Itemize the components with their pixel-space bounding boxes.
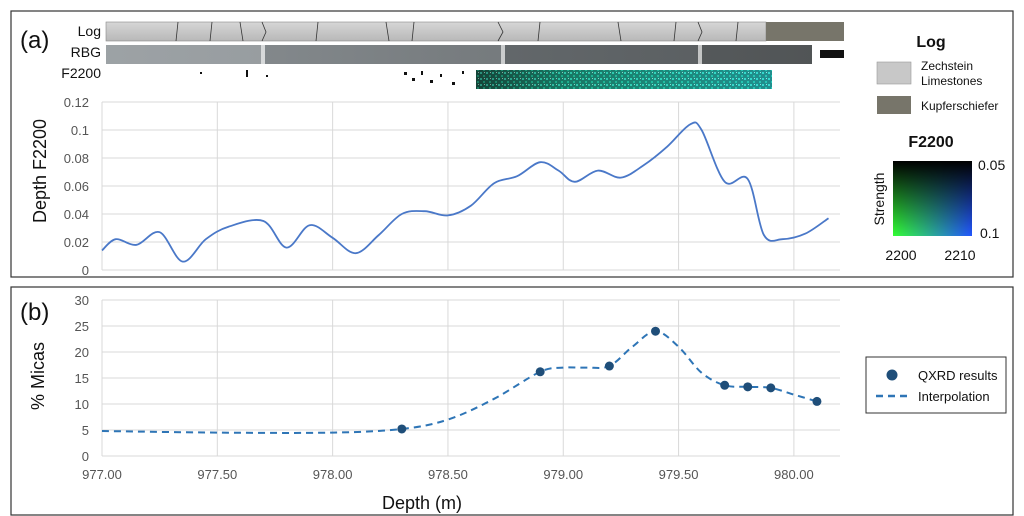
colorbar-x-right: 2210 xyxy=(944,247,975,263)
series-qxrd-points xyxy=(397,326,822,434)
rbg-segment-5 xyxy=(820,50,844,58)
chart-b: 0 5 10 15 20 25 30 977.00 977.50 978.00 978.50 979… xyxy=(28,293,840,513)
colorbar-bottom-value: 0.1 xyxy=(980,225,1000,241)
chart-a-ylabel: Depth F2200 xyxy=(30,119,50,223)
chart-b-x-tick-label: 980.00 xyxy=(774,467,814,482)
chart-a-grid xyxy=(101,101,840,271)
panel-a-frame xyxy=(10,10,1014,278)
legend-label-qxrd: QXRD results xyxy=(918,368,998,383)
track-label-log: Log xyxy=(78,23,101,39)
f2200-colorbar: F2200 Strength 0.05 0.1 2200 2210 xyxy=(871,134,1005,263)
chart-b-y-tick-label: 30 xyxy=(75,293,89,308)
rbg-track xyxy=(106,45,844,64)
log-track xyxy=(105,21,844,42)
series-depth-f2200-line xyxy=(101,121,830,263)
micas-legend: QXRD results Interpolation xyxy=(865,356,1007,414)
panel-a-label: (a) xyxy=(20,27,49,54)
track-label-rbg: RBG xyxy=(71,44,101,60)
chart-b-y-tick-label: 10 xyxy=(75,397,89,412)
f2200-track xyxy=(200,70,772,89)
chart-a-y-tick-label: 0.02 xyxy=(64,235,89,250)
track-label-f2200: F2200 xyxy=(61,65,101,81)
legend-label-zechstein-line1: Zechstein xyxy=(921,59,973,73)
chart-b-x-tick-label: 979.00 xyxy=(543,467,583,482)
chart-b-x-tick-label: 977.50 xyxy=(197,467,237,482)
legend-swatch-zechstein xyxy=(876,61,912,85)
chart-b-y-tick-label: 25 xyxy=(75,319,89,334)
qxrd-point xyxy=(397,424,407,434)
legend-label-interpolation: Interpolation xyxy=(918,389,990,404)
f2200-sparse-zone xyxy=(402,70,474,89)
chart-b-xlabel: Depth (m) xyxy=(382,493,462,513)
chart-a-y-tick-label: 0.1 xyxy=(71,123,89,138)
chart-b-y-tick-label: 5 xyxy=(82,423,89,438)
colorbar-top-value: 0.05 xyxy=(978,157,1005,173)
chart-b-y-tick-label: 20 xyxy=(75,345,89,360)
chart-b-x-tick-label: 978.00 xyxy=(313,467,353,482)
chart-b-y-tick-label: 0 xyxy=(82,449,89,464)
chart-a-y-tick-label: 0 xyxy=(82,263,89,278)
legend-marker-qxrd xyxy=(886,369,898,381)
chart-a: 0 0.02 0.04 0.06 0.08 0.1 0.12 Depth F2200 xyxy=(30,95,840,278)
qxrd-point xyxy=(651,326,660,336)
chart-a-y-tick-label: 0.06 xyxy=(64,179,89,194)
panel-b-frame xyxy=(10,286,1014,516)
chart-b-grid xyxy=(101,299,840,457)
log-track-limestone xyxy=(105,21,767,42)
legend-label-zechstein-line2: Limestones xyxy=(921,74,982,88)
chart-b-ylabel: % Micas xyxy=(28,342,48,410)
f2200-color-tint xyxy=(476,70,772,89)
chart-b-y-ticks: 0 5 10 15 20 25 30 xyxy=(75,293,89,464)
chart-a-y-ticks: 0 0.02 0.04 0.06 0.08 0.1 0.12 xyxy=(64,95,89,278)
colorbar-ylabel: Strength xyxy=(871,173,887,226)
colorbar-title: F2200 xyxy=(908,134,953,151)
qxrd-point xyxy=(766,383,776,393)
log-track-fractures xyxy=(175,21,739,42)
log-track-kupferschiefer xyxy=(766,22,844,41)
colorbar-strength-overlay xyxy=(893,161,972,236)
panel-b-label: (b) xyxy=(20,299,49,326)
legend-swatch-kupferschiefer xyxy=(877,96,911,114)
rbg-shading xyxy=(106,45,812,64)
qxrd-point xyxy=(604,361,614,371)
log-legend-title: Log xyxy=(916,34,945,51)
legend-label-kupferschiefer: Kupferschiefer xyxy=(921,99,998,113)
colorbar-x-left: 2200 xyxy=(885,247,916,263)
chart-b-x-tick-label: 978.50 xyxy=(428,467,468,482)
qxrd-point xyxy=(720,380,730,390)
chart-b-y-tick-label: 15 xyxy=(75,371,89,386)
log-legend: Log Zechstein Limestones Kupferschiefer xyxy=(876,34,998,114)
chart-a-y-tick-label: 0.04 xyxy=(64,207,89,222)
micas-legend-box xyxy=(865,356,1007,414)
chart-a-y-tick-label: 0.08 xyxy=(64,151,89,166)
qxrd-point xyxy=(743,382,753,392)
chart-b-x-tick-label: 977.00 xyxy=(82,467,122,482)
chart-a-y-tick-label: 0.12 xyxy=(64,95,89,110)
series-interpolation-line xyxy=(101,330,818,434)
qxrd-point xyxy=(812,396,822,406)
chart-b-x-ticks: 977.00 977.50 978.00 978.50 979.00 979.50 980.… xyxy=(82,467,814,482)
f2200-sparse-dots xyxy=(200,70,464,85)
qxrd-point xyxy=(535,367,545,377)
chart-b-x-tick-label: 979.50 xyxy=(659,467,699,482)
